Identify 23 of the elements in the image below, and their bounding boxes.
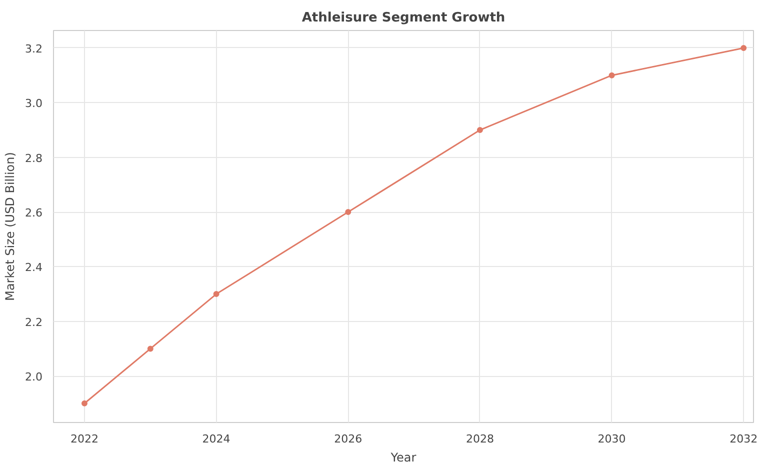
- x-axis-title: Year: [390, 450, 416, 464]
- y-tick-label: 2.6: [25, 206, 43, 220]
- x-tick-label: 2024: [202, 432, 230, 446]
- point: [213, 291, 220, 298]
- point: [740, 45, 747, 51]
- point: [81, 400, 88, 406]
- x-tick-label: 2022: [70, 432, 98, 446]
- point: [147, 346, 154, 352]
- y-tick-label: 2.8: [25, 152, 43, 165]
- y-tick-label: 3.0: [25, 97, 43, 110]
- point: [345, 209, 352, 216]
- x-tick-label: 2032: [730, 432, 758, 446]
- x-tick-label: 2030: [598, 432, 626, 446]
- point: [608, 72, 615, 78]
- chart-title: Athleisure Segment Growth: [302, 10, 506, 26]
- x-tick-label: 2028: [466, 432, 494, 446]
- y-tick-label: 2.4: [25, 261, 43, 274]
- point: [476, 127, 483, 133]
- y-tick-label: 2.0: [25, 370, 43, 384]
- y-tick-label: 2.2: [25, 316, 43, 329]
- y-tick-label: 3.2: [25, 42, 43, 56]
- x-tick-label: 2026: [334, 432, 362, 446]
- y-axis-title: Market Size (USD Billion): [3, 152, 18, 301]
